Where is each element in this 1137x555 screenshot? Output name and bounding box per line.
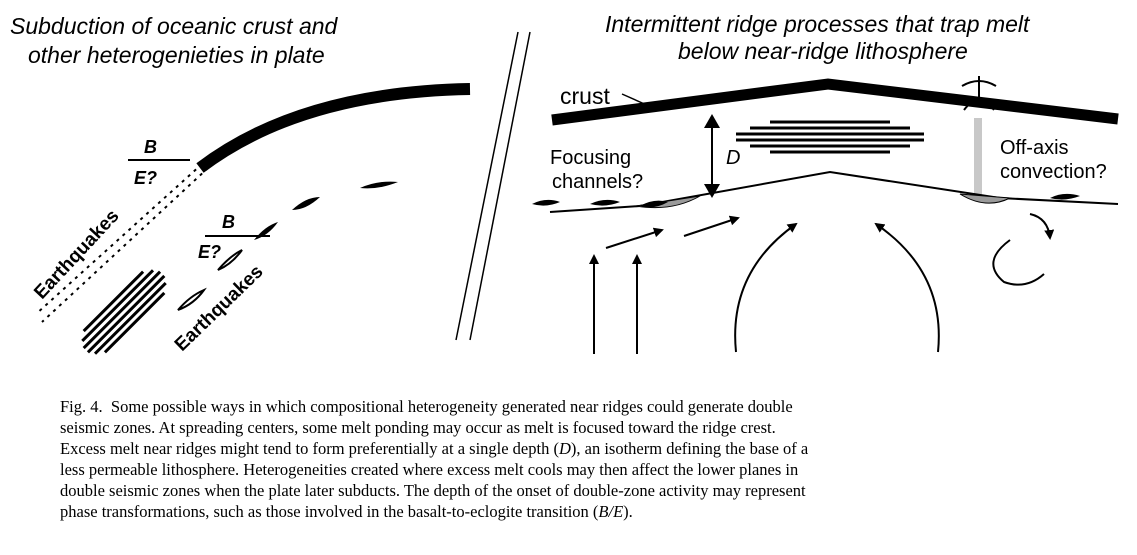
lithosphere-base: [549, 170, 1119, 213]
figure-caption: Fig. 4. Some possible ways in which comp…: [60, 396, 1070, 522]
caption-line-2: seismic zones. At spreading centers, som…: [60, 417, 1070, 438]
upper-plane-dotted: [41, 167, 209, 323]
convection-arrow-head: [1029, 213, 1055, 240]
offaxis-column: [974, 118, 982, 196]
base-lens-1: [532, 199, 560, 206]
caption-text-3d: D: [558, 439, 571, 458]
caption-text-3a: Excess melt near ridges might tend to fo…: [60, 439, 559, 458]
break-line-1: [469, 31, 531, 341]
caption-line-5: double seismic zones when the plate late…: [60, 480, 1070, 501]
lens-5: [177, 287, 207, 311]
caption-text-6a: phase transformations, such as those inv…: [60, 502, 599, 521]
earthquakes-label-lower: Earthquakes: [171, 261, 268, 355]
flow-arrow-curve-right: [874, 222, 940, 353]
caption-line-1: Fig. 4. Some possible ways in which comp…: [60, 396, 1070, 417]
label-e-upper: E?: [134, 168, 157, 188]
melt-lens-ridge: [736, 120, 924, 154]
depth-label: D: [726, 147, 740, 169]
caption-line-3: Excess melt near ridges might tend to fo…: [60, 438, 1070, 459]
flow-arrow-diag-1: [605, 227, 664, 249]
subducting-slab: [196, 83, 471, 173]
label-b-upper: B: [144, 137, 157, 157]
lens-1: [360, 181, 398, 189]
focusing-label-line2: channels?: [552, 171, 643, 193]
label-e-lower: E?: [198, 242, 221, 262]
caption-text-6b: ).: [623, 502, 633, 521]
figure-diagram: Subduction of oceanic crust and other he…: [10, 11, 1119, 356]
caption-text-1: Some possible ways in which compositiona…: [110, 397, 793, 416]
right-title-line1: Intermittent ridge processes that trap m…: [605, 11, 1031, 37]
crust-label: crust: [560, 83, 610, 109]
caption-text-3b: ), an isotherm defining the base of a: [570, 439, 809, 458]
melt-pond-right: [959, 193, 1012, 204]
figure-number: Fig. 4.: [60, 397, 103, 416]
offaxis-label-line2: convection?: [1000, 161, 1107, 183]
convection-arrow: [992, 239, 1045, 286]
transform-fault-symbol: [961, 76, 997, 111]
lens-4: [217, 249, 243, 271]
lower-plane-dotted: [35, 163, 203, 315]
flow-arrow-diag-2: [683, 215, 740, 237]
crust-leader: [621, 93, 659, 111]
crust-layer: [551, 78, 1119, 126]
caption-text-6be: B/E: [598, 502, 624, 521]
left-title-line2: other heterogenieties in plate: [28, 42, 325, 68]
lens-3: [254, 222, 278, 240]
caption-text-2: seismic zones. At spreading centers, som…: [60, 418, 776, 437]
caption-line-4: less permeable lithosphere. Heterogeneit…: [60, 459, 1070, 480]
caption-text-5: double seismic zones when the plate late…: [60, 481, 806, 500]
heterogeneity-left: [81, 269, 167, 355]
right-title-line2: below near-ridge lithosphere: [678, 38, 968, 64]
lens-2: [292, 197, 320, 210]
label-b-lower: B: [222, 212, 235, 232]
base-lens-4: [1050, 193, 1080, 200]
break-line-2: [455, 31, 519, 341]
focusing-label-line1: Focusing: [550, 147, 631, 169]
base-lens-3: [640, 200, 668, 208]
offaxis-label-line1: Off-axis: [1000, 137, 1069, 159]
depth-arrow-head-down: [704, 184, 720, 198]
left-title-line1: Subduction of oceanic crust and: [10, 13, 339, 39]
caption-line-6: phase transformations, such as those inv…: [60, 501, 1070, 522]
flow-arrow-curve-left: [734, 222, 798, 353]
base-lens-2: [590, 199, 620, 206]
depth-arrow-head-up: [704, 114, 720, 128]
caption-text-4: less permeable lithosphere. Heterogeneit…: [60, 460, 799, 479]
